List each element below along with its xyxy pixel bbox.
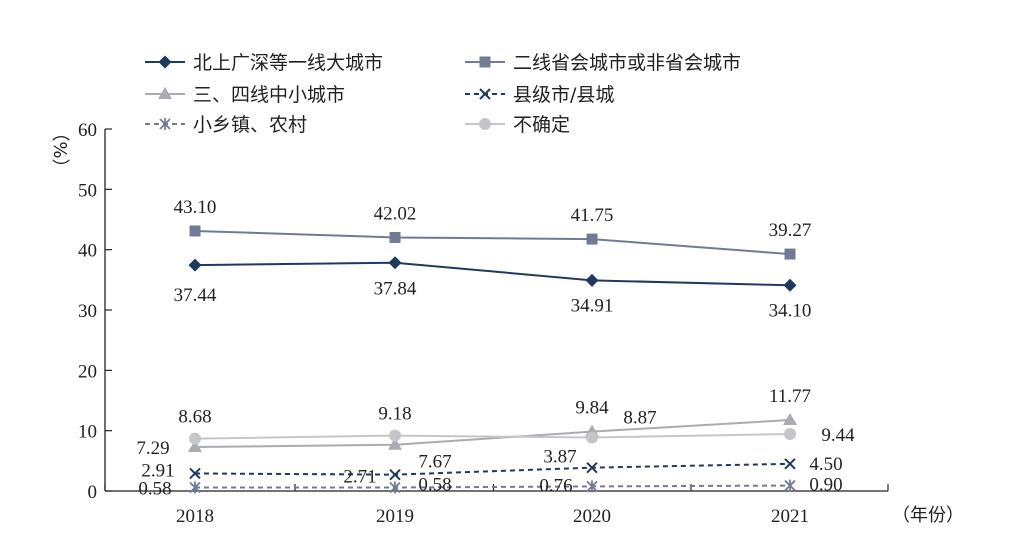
data-label: 9.84 <box>575 398 609 419</box>
axes: 0 10 20 30 40 50 60 2018 2019 2020 2021 （%） （年份） <box>49 120 964 527</box>
y-tick-label: 40 <box>78 241 97 262</box>
y-tick-label: 30 <box>78 301 97 322</box>
series-line <box>194 462 791 476</box>
data-point <box>783 278 797 292</box>
legend-label: 不确定 <box>513 114 570 136</box>
data-point <box>389 429 401 442</box>
data-label: 0.76 <box>539 475 572 496</box>
legend-marker <box>479 88 491 100</box>
data-label: 11.77 <box>769 386 811 407</box>
legend-marker <box>159 118 171 130</box>
legend-label: 县级市/县城 <box>513 84 614 106</box>
data-point <box>586 233 598 245</box>
data-label: 37.84 <box>374 279 417 300</box>
data-point <box>784 458 796 470</box>
data-label: 34.10 <box>769 300 812 321</box>
x-axis-label: （年份） <box>892 505 964 526</box>
data-point <box>585 273 599 287</box>
data-point <box>586 480 598 493</box>
data-point <box>388 437 402 450</box>
legend-marker <box>158 87 172 99</box>
data-point <box>189 432 201 445</box>
data-label: 43.10 <box>174 197 217 218</box>
data-point <box>784 479 796 492</box>
data-label: 9.18 <box>378 404 411 425</box>
data-label: 3.87 <box>543 447 576 468</box>
series-tier3-4-cities: 7.29 7.67 9.84 11.77 <box>136 386 811 473</box>
data-point <box>388 256 402 270</box>
legend-marker <box>479 56 491 68</box>
data-point <box>389 468 401 481</box>
data-point <box>586 431 598 444</box>
legend-item-towns-rural: 小乡镇、农村 <box>145 114 307 136</box>
series-line <box>194 229 791 256</box>
series-uncertain: 8.68 9.18 8.87 9.44 <box>178 404 855 446</box>
y-tick-label: 50 <box>78 180 97 201</box>
data-point <box>389 231 401 243</box>
legend-label: 北上广深等一线大城市 <box>193 52 383 74</box>
data-label: 42.02 <box>374 203 417 224</box>
data-label: 8.87 <box>623 407 656 428</box>
legend-label: 三、四线中小城市 <box>193 84 345 106</box>
y-tick-label: 10 <box>78 422 97 443</box>
data-point <box>586 461 598 474</box>
series-line <box>194 433 791 440</box>
x-tick-label: 2019 <box>376 506 414 527</box>
y-tick-label: 20 <box>78 361 97 382</box>
data-point <box>189 481 201 494</box>
y-tick-label: 60 <box>78 120 97 141</box>
data-point <box>784 248 796 260</box>
y-tick-label: 0 <box>88 482 98 503</box>
legend-marker <box>158 55 172 69</box>
data-label: 0.58 <box>418 475 451 496</box>
series-line <box>195 484 791 489</box>
data-label: 39.27 <box>769 220 812 241</box>
legend-label: 二线省会城市或非省会城市 <box>513 52 741 74</box>
y-axis-label: （%） <box>49 123 70 176</box>
series-tier1-cities: 37.44 37.84 34.91 34.10 <box>174 256 812 321</box>
data-point <box>189 467 201 480</box>
legend-item-tier2-cities: 二线省会城市或非省会城市 <box>465 52 741 74</box>
x-tick-label: 2021 <box>771 506 809 527</box>
plot-area: 37.44 37.84 34.91 34.10 43.10 42.02 41.75 39.27… <box>136 197 855 500</box>
legend-item-tier1-cities: 北上广深等一线大城市 <box>145 52 383 74</box>
data-point <box>784 428 796 441</box>
data-point <box>783 412 797 425</box>
data-label: 41.75 <box>571 205 614 226</box>
data-label: 0.90 <box>809 475 842 496</box>
data-label: 2.71 <box>343 467 376 488</box>
legend-item-uncertain: 不确定 <box>465 114 570 136</box>
data-label: 34.91 <box>571 295 614 316</box>
legend-item-tier3-4-cities: 三、四线中小城市 <box>145 84 345 106</box>
series-tier2-cities: 43.10 42.02 41.75 39.27 <box>174 197 812 260</box>
data-label: 7.67 <box>418 452 451 473</box>
series-towns-rural: 0.58 0.58 0.76 0.90 <box>138 475 842 500</box>
data-label: 4.50 <box>809 454 842 475</box>
data-label: 37.44 <box>174 285 217 306</box>
legend-item-county-cities: 县级市/县城 <box>465 84 614 106</box>
data-label: 2.91 <box>141 460 174 481</box>
data-point <box>188 440 202 453</box>
data-point <box>189 225 201 237</box>
series-line <box>194 418 791 449</box>
legend-label: 小乡镇、农村 <box>193 114 307 136</box>
legend-marker <box>479 118 491 130</box>
data-label: 7.29 <box>136 438 169 459</box>
series-county-cities: 2.91 2.71 3.87 4.50 <box>141 447 842 488</box>
x-tick-label: 2018 <box>176 506 214 527</box>
x-tick-label: 2020 <box>573 506 611 527</box>
data-point <box>188 258 202 272</box>
data-label: 8.68 <box>178 407 211 428</box>
data-point <box>389 481 401 494</box>
series-line <box>194 261 791 287</box>
data-label: 0.58 <box>138 479 171 500</box>
data-label: 9.44 <box>821 425 855 446</box>
